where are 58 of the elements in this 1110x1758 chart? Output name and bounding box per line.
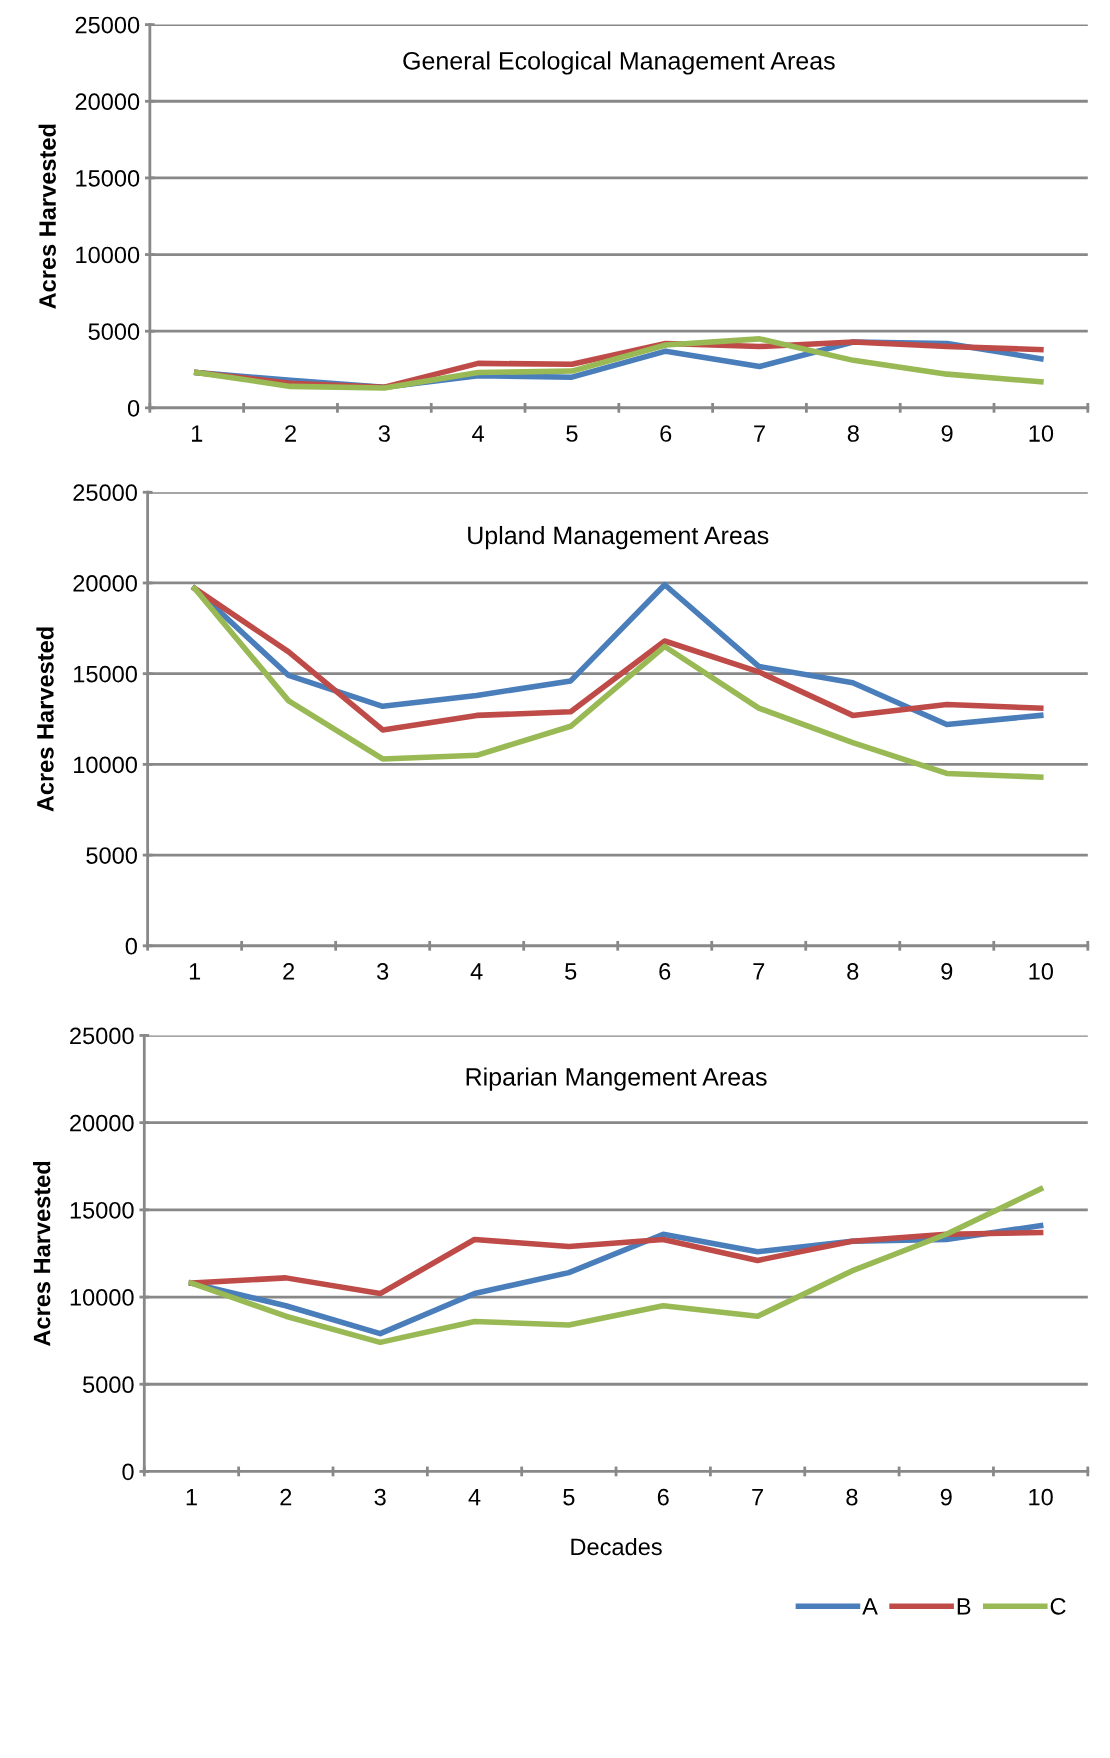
x-tick-label: 4 [468,1488,481,1506]
x-tick-label: 9 [941,425,953,442]
x-tick-label: 10 [1029,963,1053,980]
x-tick-label: 2 [285,425,296,442]
y-tick-label: 10000 [74,756,137,774]
y-tick-label: 20000 [70,1114,134,1132]
legend-label: A [862,1598,878,1615]
y-tick-label: 15000 [70,1201,134,1219]
x-tick-label: 8 [847,425,859,442]
y-tick-label: 5000 [88,323,140,340]
legend-label: C [1050,1597,1066,1615]
x-tick-label: 9 [941,963,953,980]
x-tick-label: 2 [283,963,295,980]
x-tick-label: 1 [191,425,203,442]
y-tick-label: 0 [125,937,137,955]
x-tick-label: 7 [752,1488,763,1506]
y-tick-label: 10000 [70,1289,134,1306]
y-tick-label: 25000 [73,484,137,502]
y-axis-title: Acres Harvested [33,1161,51,1347]
y-tick-label: 20000 [73,575,137,592]
x-tick-label: 7 [753,963,765,980]
x-tick-label: 6 [660,425,672,442]
text: Riparian Mangement Areas [466,1067,767,1091]
text: General Ecological Management Areas [403,51,835,75]
x-tick-label: 8 [846,1488,858,1506]
y-tick-label: 5000 [83,1376,134,1394]
y-axis-title: Acres Harvested [36,627,54,812]
y-tick-label: 10000 [76,246,140,264]
y-tick-label: 0 [127,399,140,417]
y-tick-label: 5000 [86,847,137,864]
x-tick-label: 5 [565,963,577,980]
text: Upland Management Areas [468,525,769,550]
x-tick-label: 3 [377,963,389,980]
x-tick-label: 10 [1029,1488,1053,1506]
x-tick-label: 7 [754,425,765,442]
x-tick-label: 6 [657,1488,669,1506]
x-tick-label: 9 [940,1488,952,1506]
x-tick-label: 8 [847,963,859,980]
y-tick-label: 25000 [70,1027,134,1045]
x-tick-label: 4 [472,425,485,442]
x-tick-label: 1 [189,963,201,980]
x-tick-label: 3 [374,1488,386,1506]
x-tick-label: 2 [280,1488,292,1506]
y-tick-label: 20000 [75,93,140,111]
x-tick-label: 5 [563,1488,575,1506]
x-axis-title: Decades [571,1537,662,1556]
y-tick-label: 15000 [76,169,140,187]
y-tick-label: 0 [122,1463,134,1481]
x-tick-label: 4 [470,963,483,980]
y-axis-title: Acres Harvested [38,124,56,309]
x-tick-label: 1 [186,1488,197,1506]
x-tick-label: 5 [566,425,578,442]
y-tick-label: 25000 [75,16,140,34]
y-tick-label: 15000 [74,665,137,683]
legend-label: B [957,1598,971,1615]
x-tick-label: 6 [659,963,671,980]
x-tick-label: 3 [378,425,390,442]
x-tick-label: 10 [1029,425,1054,442]
